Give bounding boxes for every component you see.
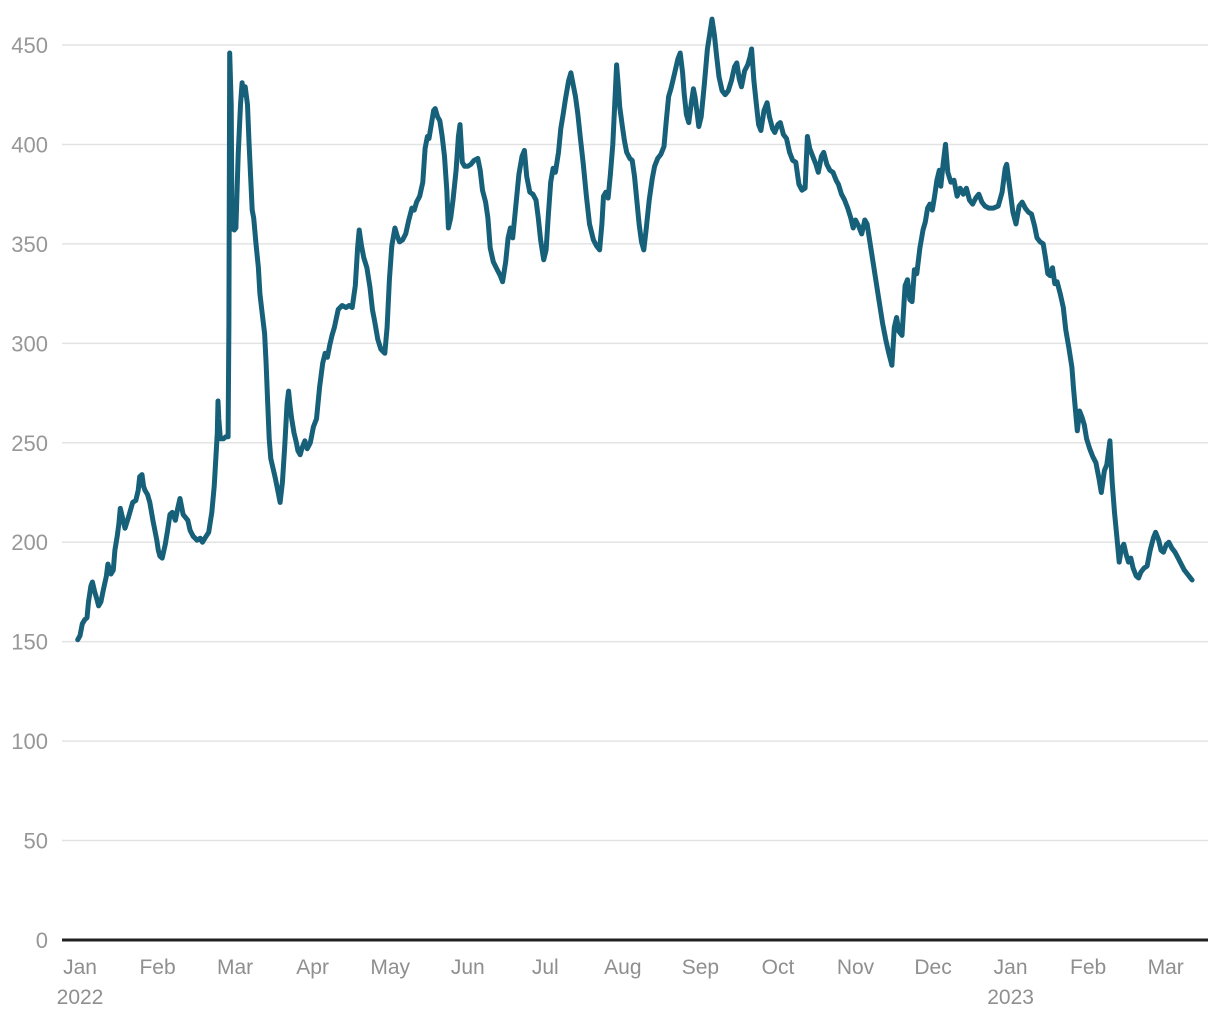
x-tick-label: May — [370, 956, 410, 979]
x-tick-label: Mar — [1148, 956, 1184, 979]
x-tick-year-label: 2023 — [987, 986, 1034, 1009]
y-tick-label: 250 — [11, 431, 48, 456]
x-tick-label: Dec — [914, 956, 951, 979]
x-tick-label: Sep — [682, 956, 719, 979]
x-tick-label: Jul — [532, 956, 559, 979]
y-tick-label: 50 — [24, 829, 48, 854]
x-tick-label: Feb — [1070, 956, 1106, 979]
y-tick-label: 150 — [11, 630, 48, 655]
y-tick-label: 0 — [36, 928, 48, 953]
y-tick-label: 400 — [11, 132, 48, 157]
y-tick-label: 200 — [11, 530, 48, 555]
x-tick-label: Mar — [217, 956, 253, 979]
y-tick-label: 450 — [11, 33, 48, 58]
y-tick-label: 300 — [11, 331, 48, 356]
y-tick-label: 100 — [11, 729, 48, 754]
x-tick-label: Aug — [604, 956, 641, 979]
x-tick-label: Jun — [451, 956, 485, 979]
x-tick-label: Apr — [296, 956, 329, 979]
x-tick-label: Oct — [762, 956, 795, 979]
x-tick-label: Feb — [139, 956, 175, 979]
x-tick-year-label: 2022 — [57, 986, 104, 1009]
data-line-series — [75, 16, 1195, 643]
x-tick-label: Nov — [837, 956, 875, 979]
x-tick-label: Jan — [63, 956, 97, 979]
y-tick-label: 350 — [11, 232, 48, 257]
x-tick-label: Jan — [994, 956, 1028, 979]
